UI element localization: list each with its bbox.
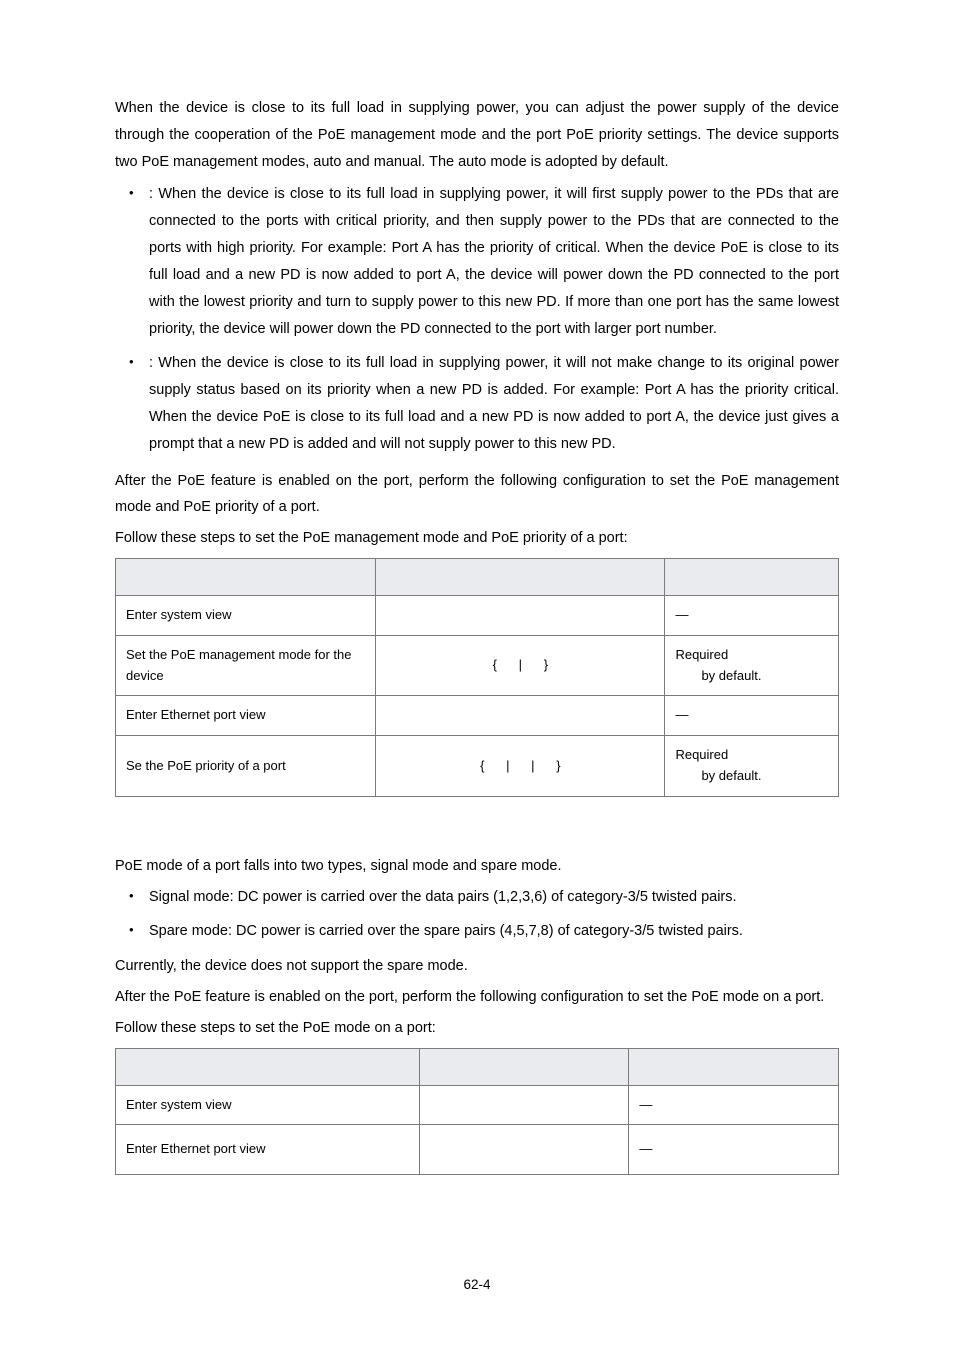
- table-cell: Enter system view: [116, 1085, 420, 1125]
- table-row: Enter Ethernet port view —: [116, 1125, 839, 1175]
- mode-paragraph-1: PoE mode of a port falls into two types,…: [115, 853, 839, 880]
- table-cell: —: [629, 1085, 839, 1125]
- poe-mode-table: Enter system view — Enter Ethernet port …: [115, 1048, 839, 1176]
- table-cell: Enter system view: [116, 596, 376, 636]
- table-row: Enter Ethernet port view —: [116, 696, 839, 736]
- table-cell: Enter Ethernet port view: [116, 1125, 420, 1175]
- required-label: Required: [675, 747, 728, 762]
- table-header-cell: [116, 559, 376, 596]
- default-label: by default.: [675, 668, 761, 683]
- mode-bullet-2: Spare mode: DC power is carried over the…: [115, 918, 839, 945]
- table-row: Enter system view —: [116, 1085, 839, 1125]
- table-cell: { | | }: [376, 736, 665, 797]
- intro-bullet-2: : When the device is close to its full l…: [115, 350, 839, 457]
- mode-paragraph-3: After the PoE feature is enabled on the …: [115, 984, 839, 1011]
- table-cell: { | }: [376, 635, 665, 696]
- intro-bullet-list: : When the device is close to its full l…: [115, 181, 839, 457]
- table-cell: Se the PoE priority of a port: [116, 736, 376, 797]
- table-header-cell: [629, 1048, 839, 1085]
- table-cell: [376, 696, 665, 736]
- table-cell: Set the PoE management mode for the devi…: [116, 635, 376, 696]
- table-header-cell: [116, 1048, 420, 1085]
- page-number: 62-4: [0, 1277, 954, 1292]
- table-cell: —: [665, 596, 839, 636]
- intro-bullet-1: : When the device is close to its full l…: [115, 181, 839, 342]
- table-header-cell: [665, 559, 839, 596]
- mode-paragraph-4: Follow these steps to set the PoE mode o…: [115, 1015, 839, 1042]
- table-cell: —: [665, 696, 839, 736]
- table-row: Set the PoE management mode for the devi…: [116, 635, 839, 696]
- table-header-cell: [419, 1048, 629, 1085]
- table-row: Enter system view —: [116, 596, 839, 636]
- table-header-cell: [376, 559, 665, 596]
- table-cell: [419, 1085, 629, 1125]
- mode-bullet-1: Signal mode: DC power is carried over th…: [115, 884, 839, 911]
- default-label: by default.: [675, 768, 761, 783]
- required-label: Required: [675, 647, 728, 662]
- intro-paragraph-3: Follow these steps to set the PoE manage…: [115, 525, 839, 552]
- table-row: Se the PoE priority of a port { | | } Re…: [116, 736, 839, 797]
- mode-paragraph-2: Currently, the device does not support t…: [115, 953, 839, 980]
- table-cell: Enter Ethernet port view: [116, 696, 376, 736]
- table-cell: [376, 596, 665, 636]
- table-header-row: [116, 559, 839, 596]
- table-cell: Required by default.: [665, 736, 839, 797]
- table-cell: Required by default.: [665, 635, 839, 696]
- table-cell: —: [629, 1125, 839, 1175]
- poe-mgmt-table: Enter system view — Set the PoE manageme…: [115, 558, 839, 797]
- table-header-row: [116, 1048, 839, 1085]
- table-cell: [419, 1125, 629, 1175]
- intro-paragraph-1: When the device is close to its full loa…: [115, 95, 839, 175]
- intro-paragraph-2: After the PoE feature is enabled on the …: [115, 468, 839, 522]
- mode-bullet-list: Signal mode: DC power is carried over th…: [115, 884, 839, 946]
